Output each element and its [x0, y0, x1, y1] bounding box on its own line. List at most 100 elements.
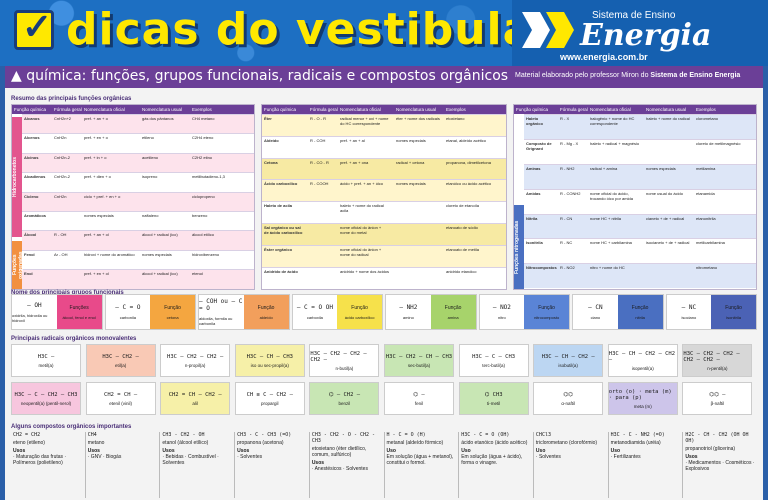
cell-oficial: anidrido + nome dos ácidos — [340, 268, 390, 274]
cell-name: Aromáticos — [24, 212, 47, 218]
group-formula: — NH2 — [399, 304, 418, 311]
group-function: Função nitrocomposto — [524, 295, 569, 329]
table-nitrogenated-functions: Função química Fórmula geral Nomenclatura … — [513, 104, 757, 290]
functional-group-card: — OH oxidrila, hidroxila ou hidroxil Funçõ… — [11, 294, 103, 330]
radical-name: n-butil(a) — [335, 365, 354, 371]
table-row: Ácido carboxílico R - COOH ácido + pref. +… — [262, 179, 506, 202]
cell-oficial: nome oficial do ânion + nome do radical — [340, 246, 382, 257]
cell-oficial: pref. + in + o — [84, 154, 107, 160]
table-row: Éter R - O - R radical menor + oxi + nome … — [262, 114, 506, 136]
compound-uses-label: Usos — [13, 448, 26, 454]
compound-card: CHCl3 triclorometano (clorofórmio) Uso · So… — [532, 432, 608, 498]
cell-name: Anidrido de ácido — [264, 268, 298, 274]
functional-group-card: — NO2 nitro Função nitrocomposto — [478, 294, 570, 330]
compound-uses: · GNV · Biogás — [87, 454, 122, 460]
table-row: Aminas R - NH2 radical + amina nomes especi… — [524, 163, 756, 189]
cell-ex: C2H2 etino — [192, 154, 213, 160]
group-structure: — NH2 amino — [386, 295, 431, 329]
cell-oficial: pref. + an + ol — [84, 232, 109, 238]
compound-card: H3C - C = O (OH) ácido etanóico (ácido ac… — [458, 432, 533, 498]
cell-name: Éster orgânico — [264, 246, 293, 252]
table-row: Enol pref. + en + ol álcool + radical (ico… — [22, 269, 254, 289]
group-function: Funções álcool, fenol e enol — [56, 295, 102, 329]
cell-oficial: ciclo + pref. + en + o — [84, 193, 121, 199]
radical-name: neopentil(a) (pentil-nerol) — [20, 400, 72, 406]
table-row: Cicleno CnH2n ciclo + pref. + en + o ciclop… — [22, 191, 254, 211]
group-function: Função ácido carboxílico — [337, 295, 382, 329]
table-row: Alcenos CnH2n pref. + en + o etileno C2H4 et… — [22, 133, 254, 153]
radical-card: ⌬⌬ — β-naftil — [682, 382, 753, 415]
cell-name: Fenol — [24, 251, 35, 257]
cell-formula: R - CN — [560, 215, 573, 221]
cell-oficial: nomes especiais — [84, 212, 114, 218]
compound-name: eteno (etileno) — [13, 440, 45, 446]
group-structure: — C = O OH carboxila — [292, 295, 338, 329]
radical-card: H3C — CH2 — CH2 — n-propil(a) — [160, 344, 231, 377]
cell-oficial: pref. + an + al — [340, 137, 365, 143]
compound-card: CH3 - CH2 - OH etanol (álcool etílico) Uso… — [159, 432, 234, 498]
cell-oficial: halogênio + nome do HC correspondente — [590, 116, 635, 126]
cell-formula: R - NO2 — [560, 265, 575, 271]
table-row: Alcinos CnH2n-2 pref. + in + o acetileno C2H… — [22, 152, 254, 173]
group-function: Função isonitrila — [711, 295, 756, 329]
radical-name: etil(a) — [114, 362, 127, 368]
table-row: Haleto orgânico R - X halogênio + nome do … — [524, 114, 756, 139]
cell-ex: clorometano — [696, 116, 719, 121]
side-label-nitrogenated: Funções nitrogenadas — [514, 205, 524, 289]
group-caption: isociano — [681, 315, 697, 320]
radical-card: H3C — CH — CH2 — CH2 — isopentil(a) — [607, 344, 678, 377]
group-function-label: Função — [164, 304, 181, 311]
compound-uses: · Anestésicos · Solventes — [311, 466, 368, 472]
cell-formula — [308, 268, 338, 289]
radical-card: orto (o) · meta (m) · para (p) meta (m) — [607, 382, 678, 415]
cell-usual — [644, 264, 694, 288]
radical-formula: H3C — CH — CH3 — [246, 353, 293, 360]
cell-ex: etanoato de metila — [446, 246, 479, 252]
group-function-label: Função — [725, 304, 742, 311]
group-function-label: Função — [351, 304, 368, 311]
compound-name: propanona (acetona) — [237, 440, 284, 446]
compound-uses-label: Uso — [461, 448, 471, 454]
header-banner: ✓ dicas do vestibular Sistema de Ensino … — [0, 0, 768, 66]
cell-formula: CnH2n-2 — [54, 154, 71, 160]
cell-formula: CnH2n+2 — [54, 116, 72, 121]
radical-card: ⌬ — CH2 — benzil — [309, 382, 380, 415]
radical-formula: H3C — CH — CH2 — — [541, 353, 595, 360]
compound-uses: · Solventes — [535, 454, 561, 460]
compound-card: H3C - C - NH2 (=O) metanodiamida (uréia) U… — [607, 432, 683, 498]
compound-uses-label: Usos — [237, 448, 250, 454]
cell-ex: CH4 metano — [192, 116, 215, 121]
table-row: Nitrocompostos R - NO2 nitro + nome do HC n… — [524, 263, 756, 289]
cell-ex: ciclopropeno — [192, 193, 215, 199]
cell-ex: cloreto de metilmagnésio — [696, 140, 741, 146]
compound-name: etoxietano (éter dietílico, comum, sulfú… — [311, 446, 367, 458]
table-row: Anidrido de ácido anidrido + nome dos áci… — [262, 266, 506, 289]
radical-name: iso ou sec-propil(a) — [250, 362, 289, 368]
cell-usual: isopreno — [142, 174, 158, 180]
brand-panel — [512, 0, 768, 66]
group-function-name: álcool, fenol e enol — [62, 314, 96, 320]
radical-formula: H3C — CH2 — — [102, 353, 139, 360]
cell-name: Aminas — [526, 165, 541, 171]
radical-card: ⌬ CH3 ti-metil — [458, 382, 529, 415]
radical-name: terc-butil(a) — [482, 362, 505, 368]
group-caption: oxidrila, hidroxila ou hidroxil — [12, 312, 48, 323]
topic-title: ▲ química: funções, grupos funcionais, r… — [11, 68, 509, 84]
compound-name: triclorometano (clorofórmio) — [535, 440, 598, 446]
cell-ex: C2H4 eteno — [192, 135, 214, 141]
cell-oficial: haleto + radical + magnésio — [590, 140, 640, 146]
compound-card: H - C = O (H) metanal (aldeído fórmico) Us… — [383, 432, 459, 498]
radical-formula: ⌬⌬ — — [709, 391, 726, 398]
group-function-name: cetona — [166, 314, 179, 320]
brand-url-link[interactable]: www.energia.com.br — [560, 52, 648, 62]
radical-formula: H3C — C — CH3 — [472, 353, 516, 360]
group-formula: — C = O — [115, 304, 141, 311]
group-structure: — OH oxidrila, hidroxila ou hidroxil — [12, 295, 57, 329]
radical-formula: H3C — CH2 — CH — CH3 — [385, 353, 453, 360]
group-function: Função nitrila — [617, 295, 663, 329]
compound-uses: · Solventes — [237, 454, 263, 460]
functional-group-card: — C = O carbonila Função cetona — [104, 294, 196, 330]
compound-formula: H - C = O (H) — [386, 432, 426, 438]
cell-oficial: pref. + en + ol — [84, 271, 109, 277]
group-function-name: aldeído — [259, 314, 273, 320]
